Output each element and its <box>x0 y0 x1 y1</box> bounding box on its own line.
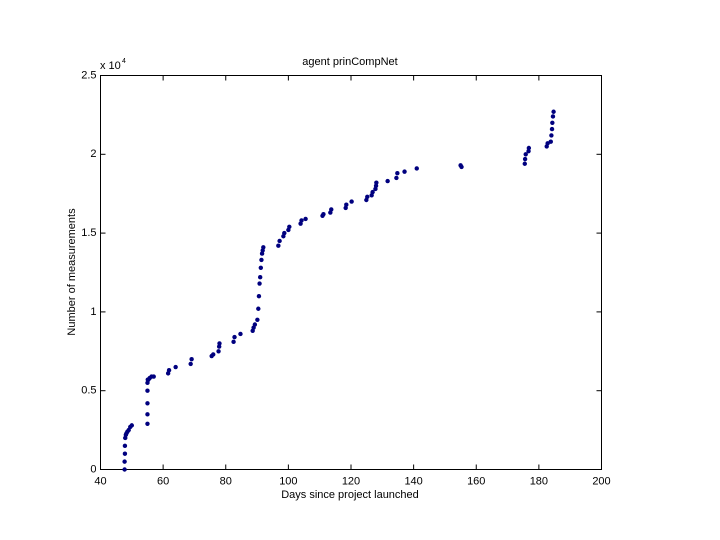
data-point <box>122 459 127 464</box>
data-point <box>211 352 216 357</box>
data-point <box>370 189 375 195</box>
data-point <box>232 334 237 340</box>
data-point <box>166 368 172 373</box>
data-point <box>173 364 178 370</box>
data-point <box>151 374 156 379</box>
data-point <box>189 356 194 362</box>
x-tick-label: 140 <box>404 475 422 487</box>
data-point <box>522 156 528 162</box>
axes-box <box>100 75 602 470</box>
data-point <box>287 224 292 229</box>
x-tick-label: 40 <box>94 475 106 487</box>
data-point <box>549 126 555 132</box>
data-point <box>374 180 379 185</box>
y-tick-label: 1.5 <box>81 227 96 239</box>
x-tick-label: 120 <box>342 475 360 487</box>
data-point <box>252 322 258 327</box>
data-point <box>145 401 150 406</box>
data-point <box>282 230 287 236</box>
x-tick-label: 200 <box>592 475 610 487</box>
data-point <box>548 139 553 144</box>
data-point <box>522 161 527 166</box>
data-point <box>256 306 261 311</box>
x-axis-label: Days since project launched <box>281 489 419 501</box>
x-tick-label: 80 <box>220 475 232 487</box>
data-point <box>303 216 308 222</box>
y-tick-label: 2 <box>90 148 96 160</box>
chart-title: agent prinCompNet <box>302 56 397 68</box>
y-tick-label: 0.5 <box>81 385 96 397</box>
data-point <box>550 120 555 125</box>
data-point <box>256 293 262 299</box>
x-tick-label: 180 <box>530 475 548 487</box>
data-point <box>261 245 266 250</box>
data-point <box>238 331 243 337</box>
data-point <box>231 339 236 345</box>
y-axis-label: Number of measurements <box>66 208 78 336</box>
data-point <box>277 238 282 244</box>
x-tick-label: 100 <box>279 475 297 487</box>
data-point <box>217 341 222 346</box>
data-point <box>459 164 464 170</box>
data-point <box>255 317 260 322</box>
data-point <box>145 388 150 393</box>
data-point <box>526 145 532 151</box>
data-point <box>329 207 334 212</box>
x-tick-label: 60 <box>157 475 169 487</box>
data-point <box>257 275 263 280</box>
y-tick-label: 1 <box>90 306 96 318</box>
x-tick-label: 160 <box>467 475 485 487</box>
data-point <box>276 243 281 248</box>
data-point <box>122 467 127 472</box>
data-point <box>402 169 407 174</box>
y-tick-label: 2.5 <box>81 69 96 81</box>
data-point <box>385 178 390 184</box>
data-point <box>216 349 221 354</box>
data-point <box>344 202 349 207</box>
data-point <box>257 281 262 286</box>
data-point <box>523 152 528 157</box>
y-multiplier-exponent: 4 <box>122 58 126 65</box>
data-point <box>414 166 419 171</box>
data-point <box>258 265 264 270</box>
y-tick-label: 0 <box>90 463 96 475</box>
y-multiplier: x 10 <box>100 60 121 72</box>
data-point <box>550 114 556 119</box>
data-point <box>365 194 370 200</box>
data-point <box>122 451 128 456</box>
data-point <box>549 133 554 138</box>
data-point <box>394 175 399 181</box>
data-point <box>145 412 150 417</box>
data-point <box>122 443 128 449</box>
data-point <box>129 423 135 428</box>
data-point <box>145 421 150 426</box>
data-point <box>188 361 193 367</box>
data-point <box>395 171 400 176</box>
data-point <box>321 211 326 217</box>
data-point <box>551 109 556 114</box>
data-point <box>259 257 264 263</box>
data-point <box>349 199 354 204</box>
data-point <box>299 218 304 223</box>
